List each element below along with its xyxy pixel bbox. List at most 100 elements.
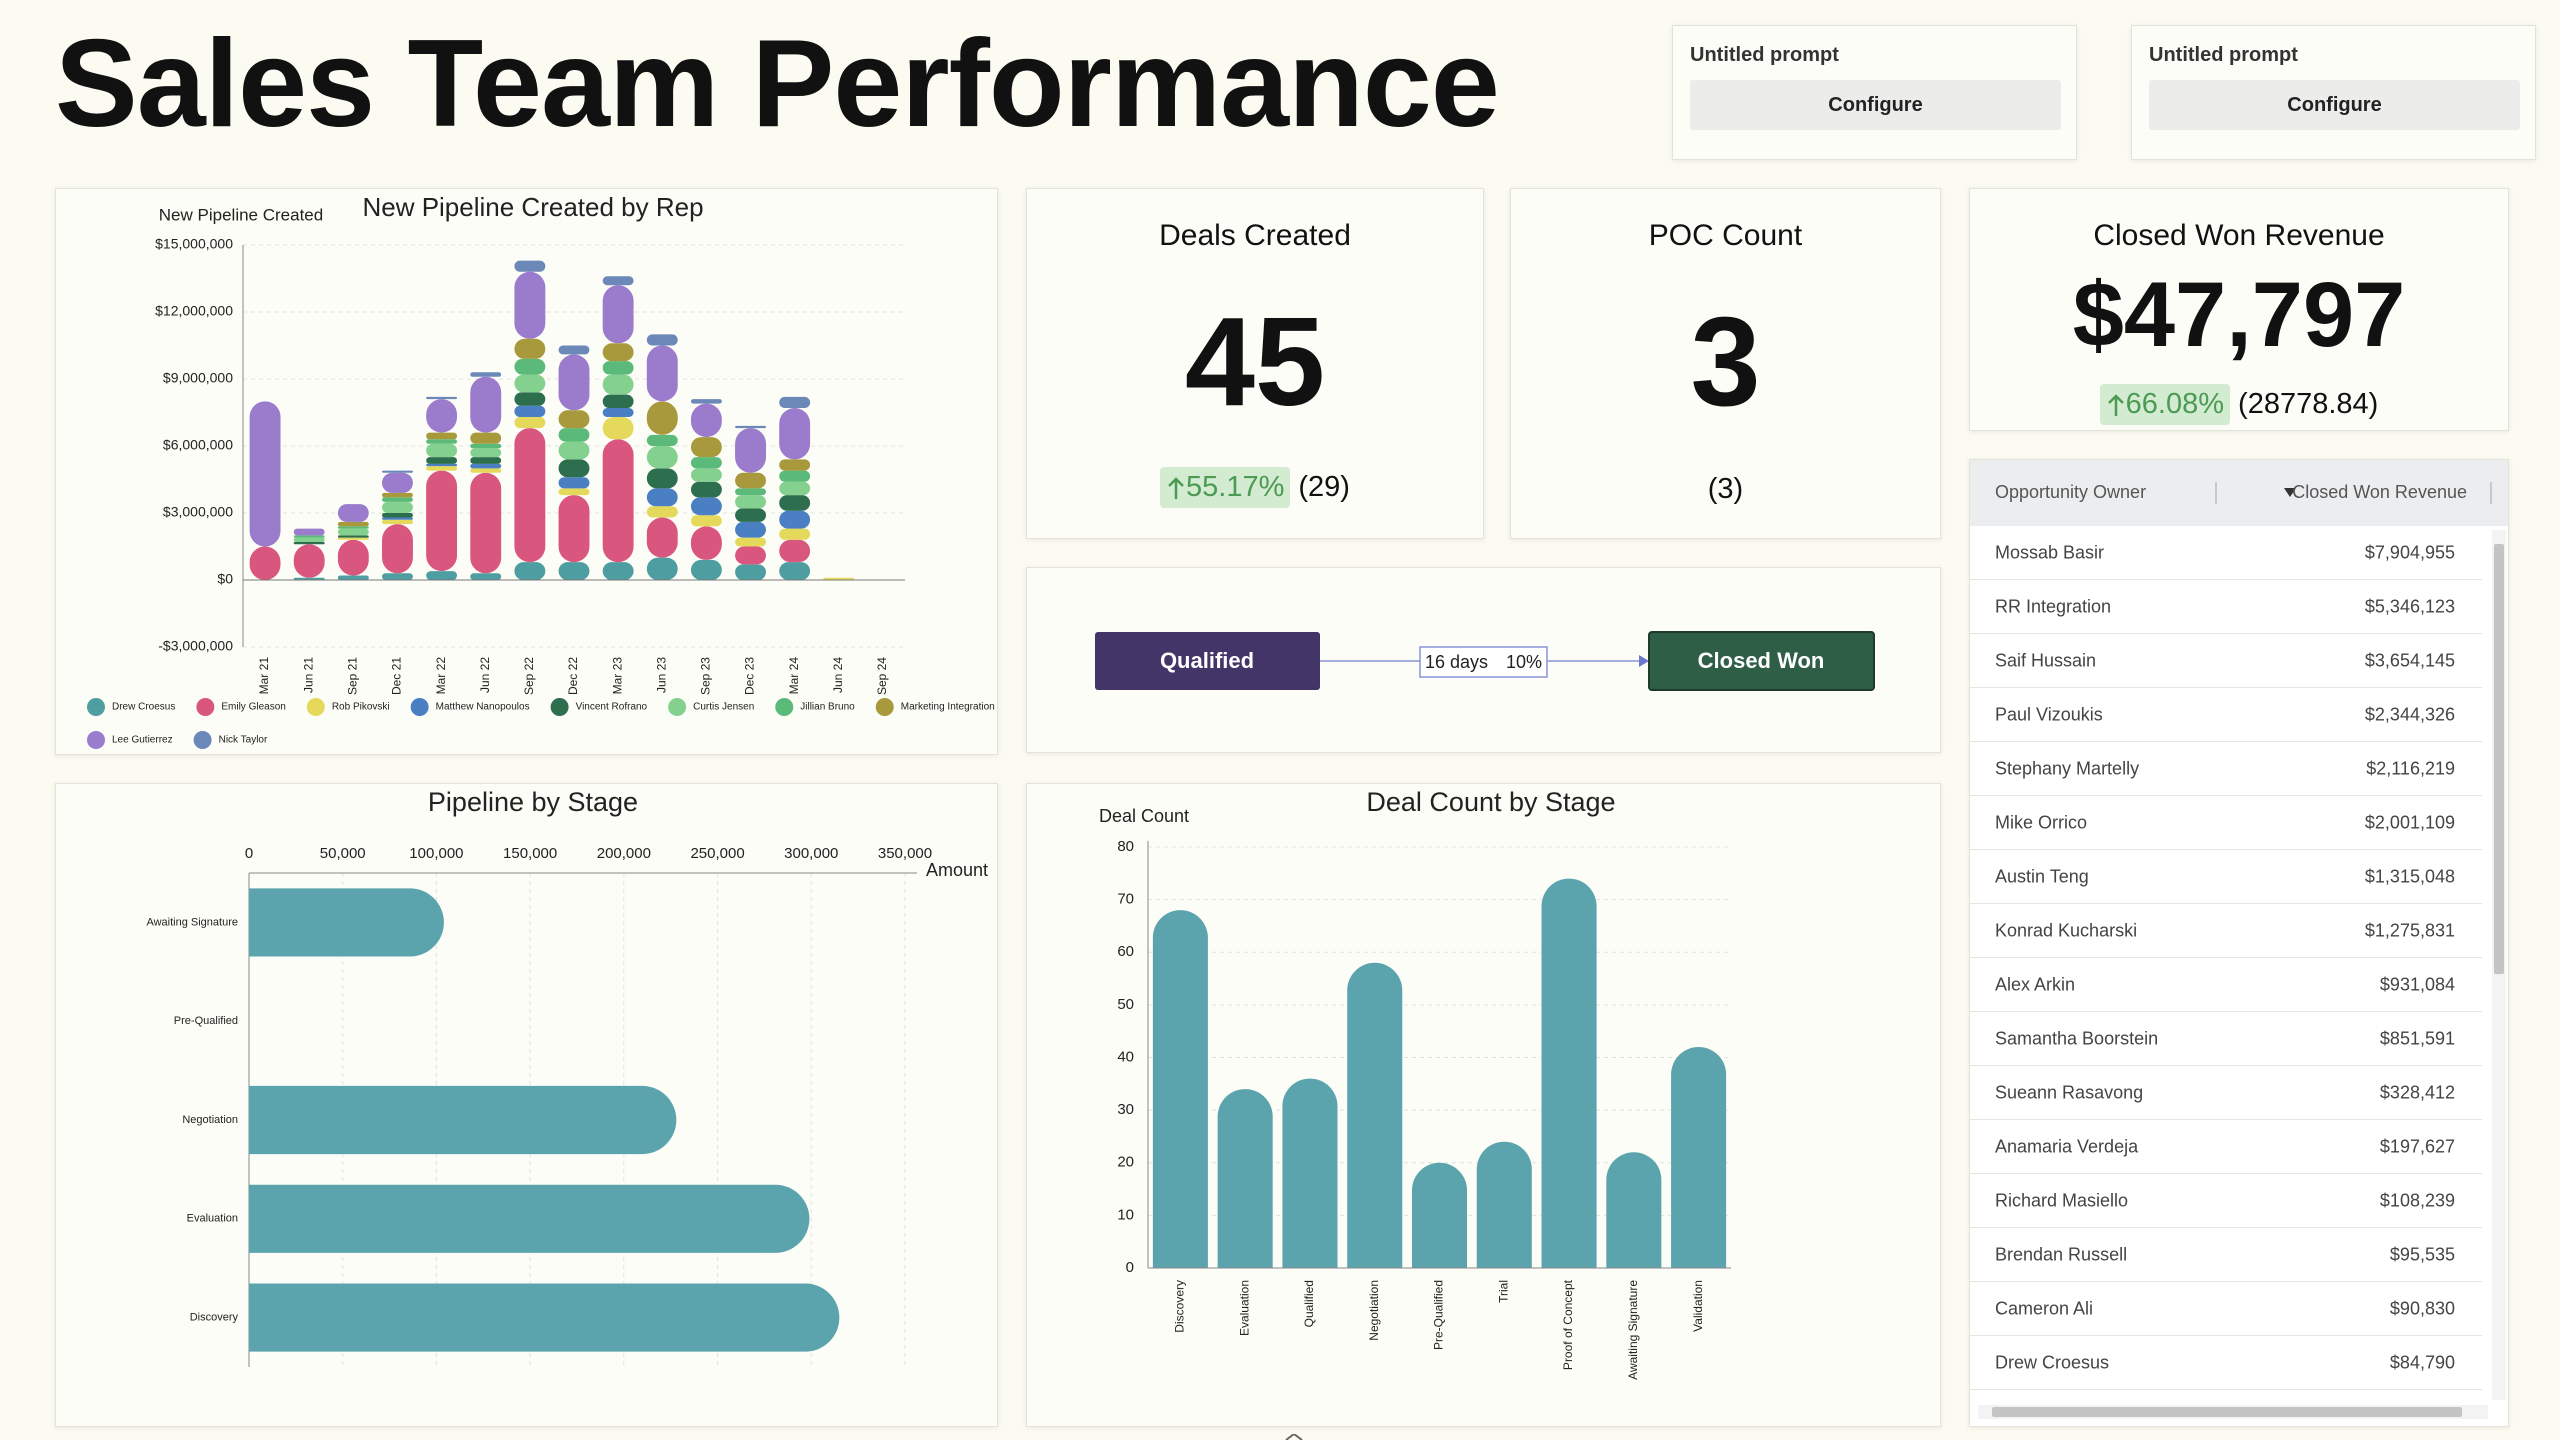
owner-cell: Saif Hussain <box>1995 650 2097 670</box>
bar-segment <box>249 401 281 547</box>
table-row[interactable]: Brendan Russell $95,535 <box>1970 1228 2482 1282</box>
table-row[interactable]: Anamaria Verdeja $197,627 <box>1970 1120 2482 1174</box>
bar-segment <box>514 260 546 272</box>
owner-cell: Richard Masiello <box>1995 1190 2129 1210</box>
table-row[interactable]: Paul Vizoukis $2,344,326 <box>1970 688 2482 742</box>
table-row[interactable]: Mossab Basir $7,904,955 <box>1970 526 2482 580</box>
x-tick-label: Mar 21 <box>257 657 271 695</box>
bar-segment <box>426 439 458 444</box>
bar-segment <box>293 535 325 538</box>
page-title: Sales Team Performance <box>55 15 1500 153</box>
table-row[interactable]: Saif Hussain $3,654,145 <box>1970 634 2482 688</box>
legend-label: Lee Gutierrez <box>112 735 173 746</box>
bar-segment <box>779 528 811 540</box>
bar <box>1282 1078 1338 1268</box>
column-header[interactable]: Closed Won Revenue <box>2292 482 2467 502</box>
bar-segment <box>558 354 590 411</box>
x-tick-label: Evaluation <box>1237 1280 1251 1336</box>
bar-segment <box>426 399 458 433</box>
conversion-rate: 10% <box>1506 652 1542 672</box>
bar-segment <box>823 577 855 580</box>
bar-segment <box>470 448 502 458</box>
chart-panel: Pipeline by Stage 0 50,000 100,000 150,000 20… <box>55 783 998 1427</box>
kpi-title: POC Count <box>1648 219 1803 252</box>
bar-segment <box>293 544 325 578</box>
bar-segment <box>470 443 502 449</box>
scroll-thumb[interactable] <box>1992 1407 2462 1417</box>
previous-value: (29) <box>1298 471 1350 503</box>
bar-segment <box>779 396 811 409</box>
scroll-thumb[interactable] <box>2494 544 2504 974</box>
table-row[interactable]: Alex Arkin $931,084 <box>1970 958 2482 1012</box>
kpi-footer: 55.17% (29) <box>1027 467 1483 508</box>
horizontal-scrollbar[interactable] <box>1978 1405 2488 1419</box>
kpi-title: Deals Created <box>1159 219 1351 252</box>
y-axis-label: New Pipeline Created <box>159 205 323 224</box>
bar-segment <box>735 508 766 522</box>
legend-swatch <box>668 698 687 716</box>
y-tick-label: 80 <box>1117 838 1134 855</box>
bar-segment <box>514 338 546 359</box>
revenue-cell: $197,627 <box>2379 1136 2455 1156</box>
configure-button[interactable]: Configure <box>1690 80 2061 130</box>
column-header[interactable]: Opportunity Owner <box>1995 482 2147 502</box>
legend-swatch <box>775 698 794 716</box>
y-tick-label: $6,000,000 <box>163 437 233 453</box>
bar <box>1476 1141 1532 1268</box>
bar-segment <box>514 428 546 563</box>
change-badge: 55.17% <box>1160 467 1291 508</box>
bar-segment <box>735 488 766 496</box>
bar-segment <box>470 573 502 580</box>
y-tick-label: Discovery <box>190 1312 239 1324</box>
legend-swatch <box>306 698 325 716</box>
bar-segment <box>382 492 413 498</box>
table-row[interactable]: Richard Masiello $108,239 <box>1970 1174 2482 1228</box>
revenue-cell: $90,830 <box>2389 1298 2455 1318</box>
x-tick-label: Jun 21 <box>301 657 315 693</box>
x-tick-label: Dec 21 <box>390 657 404 695</box>
table-row[interactable]: Sueann Rasavong $328,412 <box>1970 1066 2482 1120</box>
bar-segment <box>514 405 546 417</box>
bar <box>249 1184 810 1253</box>
table-row[interactable]: RR Integration $5,346,123 <box>1970 580 2482 634</box>
table-row[interactable]: Stephany Martelly $2,116,219 <box>1970 742 2482 796</box>
x-tick-label: Awaiting Signature <box>1626 1280 1640 1380</box>
table-row[interactable]: Austin Teng $1,315,048 <box>1970 850 2482 904</box>
y-tick-label: 20 <box>1117 1154 1134 1171</box>
horizontal-bar-chart: Pipeline by Stage 0 50,000 100,000 150,000 20… <box>146 787 988 1367</box>
table-header: Opportunity Owner Closed Won Revenue <box>1970 460 2508 526</box>
vertical-scrollbar[interactable] <box>2492 530 2506 1400</box>
expand-handle[interactable] <box>1282 1434 1306 1440</box>
x-tick-label: Mar 22 <box>434 657 448 695</box>
bar-segment <box>558 477 590 489</box>
bar-segment <box>779 562 811 580</box>
bar-segment <box>690 497 722 516</box>
revenue-cell: $7,904,955 <box>2364 542 2455 562</box>
bar-segment <box>779 481 811 496</box>
change-value: 55.17% <box>1186 471 1285 503</box>
bar-segment <box>690 515 722 527</box>
table-row[interactable]: Mike Orrico $2,001,109 <box>1970 796 2482 850</box>
table-row[interactable]: Cameron Ali $90,830 <box>1970 1282 2482 1336</box>
bar-segment <box>646 557 678 580</box>
bar-segment <box>337 521 369 527</box>
prompt-label: Untitled prompt <box>2149 44 2298 66</box>
table-row[interactable]: Konrad Kucharski $1,275,831 <box>1970 904 2482 958</box>
bar <box>249 1085 677 1155</box>
configure-button[interactable]: Configure <box>2149 80 2520 130</box>
bar-segment <box>558 441 590 460</box>
bar-segment <box>337 537 369 540</box>
bar-segment <box>779 539 811 563</box>
bar <box>1217 1089 1273 1268</box>
revenue-cell: $108,239 <box>2379 1190 2455 1210</box>
legend-swatch <box>87 731 105 749</box>
owner-cell: Samantha Boorstein <box>1995 1028 2159 1048</box>
table-row[interactable]: Samantha Boorstein $851,591 <box>1970 1012 2482 1066</box>
table-row[interactable]: Drew Croesus $84,790 <box>1970 1336 2482 1390</box>
owner-cell: Mike Orrico <box>1995 812 2088 832</box>
legend-label: Emily Gleason <box>221 702 285 713</box>
bar-segment <box>514 562 546 580</box>
bar-segment <box>293 577 325 580</box>
legend-label: Rob Pikovski <box>332 702 390 713</box>
y-tick-label: 60 <box>1117 943 1134 960</box>
